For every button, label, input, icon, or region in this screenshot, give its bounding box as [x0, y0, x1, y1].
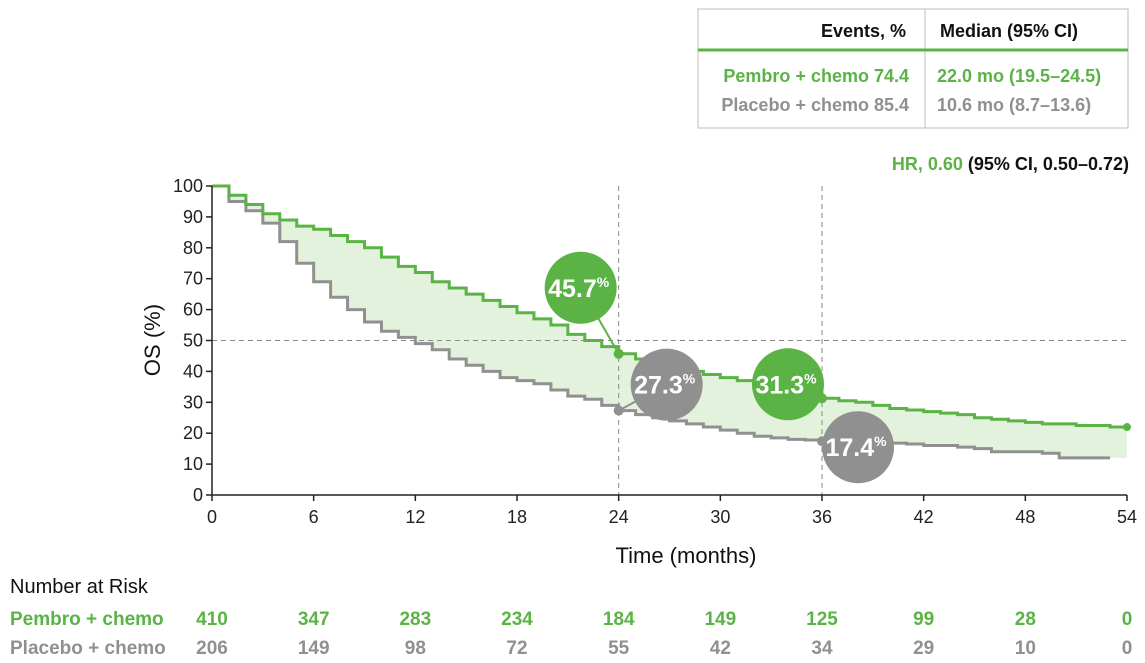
annotation-label: 17.4% — [825, 433, 887, 462]
x-tick-label: 42 — [914, 507, 934, 527]
x-tick-label: 12 — [405, 507, 425, 527]
plot-area: 0 10 20 30 40 50 60 70 80 90 100 0 6 12 18 24 30 36 42 48 54… — [173, 176, 1137, 527]
hazard-ratio-value: HR, 0.60 — [892, 154, 963, 174]
annotation-label: 31.3% — [755, 370, 817, 399]
series-line-placebo — [212, 184, 1111, 460]
legend-header-events: Events, % — [821, 21, 906, 41]
risk-value: 234 — [501, 609, 533, 630]
annotation-unit: % — [683, 371, 696, 387]
annotation-value: 17.4 — [825, 434, 874, 462]
y-tick-label: 30 — [183, 392, 203, 412]
y-tick-label: 50 — [183, 331, 203, 351]
legend-row-placebo-median: 10.6 mo (8.7–13.6) — [937, 95, 1091, 115]
annotation-point — [613, 348, 624, 359]
risk-value: 72 — [506, 638, 527, 659]
y-tick-label: 60 — [183, 300, 203, 320]
x-tick-label: 36 — [812, 507, 832, 527]
risk-values: 410 347 283 234 184 149 125 99 28 0 206 149 98 72 55 42… — [196, 609, 1132, 659]
x-tick-label: 54 — [1117, 507, 1137, 527]
risk-value: 149 — [298, 638, 330, 659]
legend-table: Events, % Median (95% CI) Pembro + chemo… — [697, 8, 1129, 129]
risk-row-placebo-label: Placebo + chemo — [10, 638, 166, 659]
risk-value: 28 — [1015, 609, 1036, 630]
annotation-unit: % — [597, 274, 610, 290]
annotation-bubble — [544, 251, 617, 324]
annotation-value: 31.3 — [755, 371, 804, 399]
risk-row-pembro-label: Pembro + chemo — [10, 609, 164, 630]
x-tick-label: 48 — [1015, 507, 1035, 527]
risk-value: 125 — [806, 609, 838, 630]
annotation-unit: % — [874, 433, 887, 449]
y-axis-title: OS (%) — [140, 304, 165, 376]
legend-row-placebo-label: Placebo + chemo 85.4 — [721, 95, 909, 115]
annotation-bubble — [822, 411, 894, 484]
annotation-label: 45.7% — [548, 274, 610, 303]
annotation-point — [817, 393, 827, 404]
y-tick-label: 100 — [173, 176, 203, 196]
y-tick-label: 70 — [183, 269, 203, 289]
hazard-ratio-ci: (95% CI, 0.50–0.72) — [963, 154, 1129, 174]
series-end-pembro — [1123, 423, 1131, 432]
risk-value: 34 — [811, 638, 833, 659]
annotation-value: 27.3 — [634, 372, 683, 400]
y-tick-label: 80 — [183, 238, 203, 258]
risk-value: 184 — [603, 609, 635, 630]
risk-value: 29 — [913, 638, 934, 659]
annotation-point — [817, 436, 827, 447]
risk-table-title: Number at Risk — [10, 576, 149, 598]
x-axis-title: Time (months) — [616, 543, 757, 568]
risk-value: 42 — [710, 638, 731, 659]
annotation-unit: % — [804, 370, 817, 386]
risk-value: 347 — [298, 609, 330, 630]
x-tick-label: 6 — [309, 507, 319, 527]
x-tick-label: 30 — [710, 507, 730, 527]
x-tick-label: 24 — [609, 507, 629, 527]
legend-row-pembro-median: 22.0 mo (19.5–24.5) — [937, 66, 1101, 86]
y-tick-label: 40 — [183, 361, 203, 381]
annotation-value: 45.7 — [548, 275, 597, 303]
annotation-bubble — [630, 348, 703, 421]
x-tick-label: 0 — [207, 507, 217, 527]
risk-value: 206 — [196, 638, 228, 659]
annotation-bubble — [752, 348, 824, 421]
risk-value: 10 — [1015, 638, 1036, 659]
legend-row-pembro-label: Pembro + chemo 74.4 — [723, 66, 909, 86]
annotation-label: 27.3% — [634, 371, 696, 400]
y-tick-label: 10 — [183, 454, 203, 474]
risk-value: 410 — [196, 609, 228, 630]
hazard-ratio: HR, 0.60 (95% CI, 0.50–0.72) — [892, 154, 1129, 174]
annotation-point — [613, 405, 624, 416]
risk-value: 0 — [1122, 609, 1133, 630]
legend-header-median: Median (95% CI) — [940, 21, 1078, 41]
risk-value: 149 — [704, 609, 736, 630]
risk-value: 99 — [913, 609, 934, 630]
risk-value: 283 — [399, 609, 431, 630]
risk-value: 98 — [405, 638, 426, 659]
risk-value: 0 — [1122, 638, 1133, 659]
y-tick-label: 20 — [183, 423, 203, 443]
risk-value: 55 — [608, 638, 630, 659]
x-tick-label: 18 — [507, 507, 527, 527]
y-tick-label: 0 — [193, 485, 203, 505]
y-tick-label: 90 — [183, 207, 203, 227]
